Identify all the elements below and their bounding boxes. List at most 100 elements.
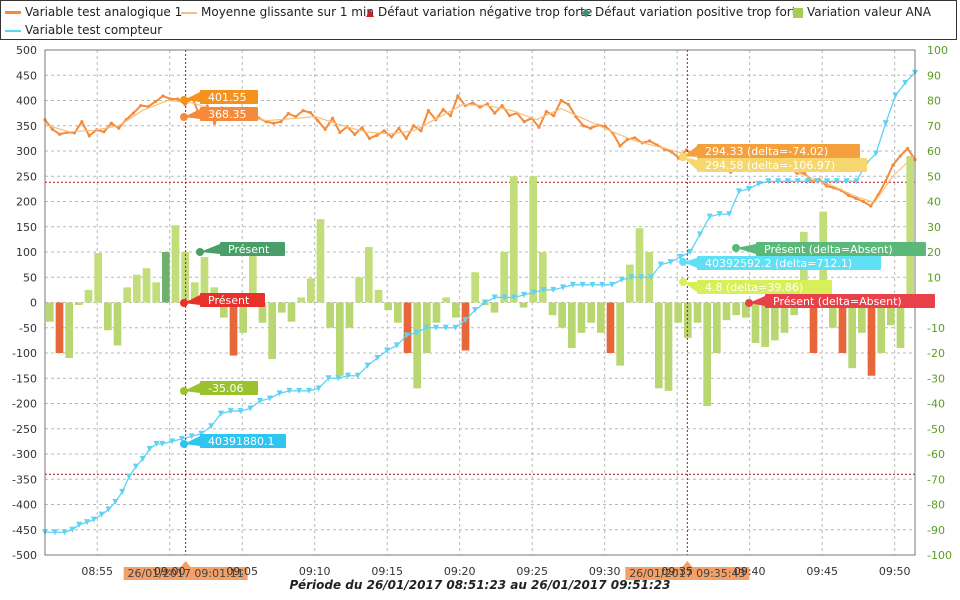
counter-point [667, 259, 674, 266]
counter-point [599, 281, 606, 288]
annotation-pointer [184, 109, 200, 119]
square-icon [793, 7, 803, 18]
analog-point [360, 126, 364, 130]
analog-point [552, 114, 556, 118]
analog-point [80, 120, 84, 124]
y-right-tick-label: 40 [927, 196, 941, 209]
variation-bar [365, 246, 373, 303]
counter-point [726, 211, 733, 218]
analog-point [507, 114, 512, 118]
counter-point [687, 249, 694, 255]
annotation-label: 294.33 (delta=-74.02) [705, 145, 828, 158]
y-right-tick-label: -100 [927, 549, 952, 562]
legend-item-counter[interactable]: Variable test compteur [5, 23, 162, 37]
analog-point [279, 120, 283, 124]
counter-point [804, 178, 811, 185]
counter-point [589, 281, 596, 288]
legend-item-negative-fault[interactable]: Défaut variation négative trop forte [366, 5, 592, 19]
analog-point [898, 154, 902, 158]
analog-point [854, 196, 858, 201]
annotation-label: -35.06 [208, 382, 243, 395]
analog-point [286, 112, 290, 116]
legend-item-positive-fault[interactable]: Défaut variation positive trop forte [581, 5, 804, 19]
variation-bar [877, 302, 885, 353]
counter-point [188, 433, 195, 440]
y-left-tick-label: -150 [12, 372, 37, 385]
annotation-pointer [184, 436, 200, 446]
counter-point [511, 294, 518, 301]
y-left-tick-label: 350 [16, 120, 37, 133]
counter-point [843, 178, 850, 185]
variation-bar [771, 302, 779, 341]
variation-bar [355, 277, 363, 303]
y-left-tick-label: 400 [16, 95, 37, 108]
variation-bar [606, 302, 615, 353]
variation-bar [113, 302, 122, 346]
y-right-tick-label: -40 [927, 398, 945, 411]
legend-item-moving-average[interactable]: Moyenne glissante sur 1 min [181, 5, 374, 19]
annotation-pointer [184, 383, 200, 393]
annotation-flag [765, 294, 935, 308]
variation-bar [471, 272, 479, 303]
analog-point [338, 130, 342, 134]
counter-point [716, 211, 723, 218]
y-left-tick-label: -200 [12, 398, 37, 411]
y-right-tick-label: 90 [927, 69, 941, 82]
y-right-tick-label: 20 [927, 246, 941, 259]
legend-label-analog: Variable test analogique 1 [25, 5, 183, 19]
counter-point [530, 289, 537, 296]
analog-point [168, 97, 172, 101]
analog-point [891, 163, 895, 167]
counter-line [45, 72, 916, 533]
legend: Variable test analogique 1 Moyenne gliss… [0, 0, 957, 40]
counter-point [76, 521, 83, 528]
analog-point [522, 120, 526, 124]
variation-bar [258, 302, 267, 323]
variation-bar [84, 289, 93, 303]
counter-point [745, 185, 752, 192]
analog-point [566, 102, 571, 107]
counter-point [696, 231, 703, 238]
counter-point [423, 324, 430, 331]
variation-bar [297, 297, 305, 303]
variation-bar [65, 302, 73, 359]
variation-bar [664, 302, 673, 391]
analog-point [493, 111, 497, 115]
legend-item-variation[interactable]: Variation valeur ANA [793, 5, 931, 19]
annotation-pointer [683, 146, 697, 157]
analog-point [456, 94, 460, 98]
y-left-tick-label: 200 [16, 196, 37, 209]
counter-point [266, 395, 273, 402]
variation-bar [374, 289, 383, 303]
analog-point [102, 130, 106, 134]
counter-point [472, 307, 479, 314]
annotation-flag [697, 256, 881, 270]
annotation-flag [200, 434, 286, 448]
counter-point [540, 286, 547, 293]
counter-point [736, 188, 743, 195]
counter-point [139, 456, 146, 463]
analog-point [471, 101, 475, 105]
variation-bar [461, 302, 470, 351]
counter-point [98, 511, 105, 518]
counter-point [569, 281, 576, 288]
y-right-tick-label: -10 [927, 322, 945, 335]
legend-label-variation: Variation valeur ANA [807, 5, 931, 19]
y-right-tick-label: 80 [927, 95, 941, 108]
variation-bar [104, 302, 112, 331]
annotation-pointer [184, 295, 200, 305]
variation-bar [693, 302, 702, 323]
y-right-tick-label: -60 [927, 448, 945, 461]
y-left-tick-label: 500 [16, 44, 37, 57]
variation-bar [626, 264, 634, 303]
x-tick-label: 09:50 [879, 565, 911, 578]
legend-item-analog[interactable]: Variable test analogique 1 [5, 5, 182, 19]
counter-point [550, 286, 557, 293]
variation-bar [838, 302, 847, 353]
y-left-tick-label: -250 [12, 423, 37, 436]
counter-point [433, 324, 440, 331]
cursor-label: 26/01/2017 09:01:11 [127, 567, 243, 580]
y-right-tick-label: 60 [927, 145, 941, 158]
variation-bar [191, 282, 199, 303]
